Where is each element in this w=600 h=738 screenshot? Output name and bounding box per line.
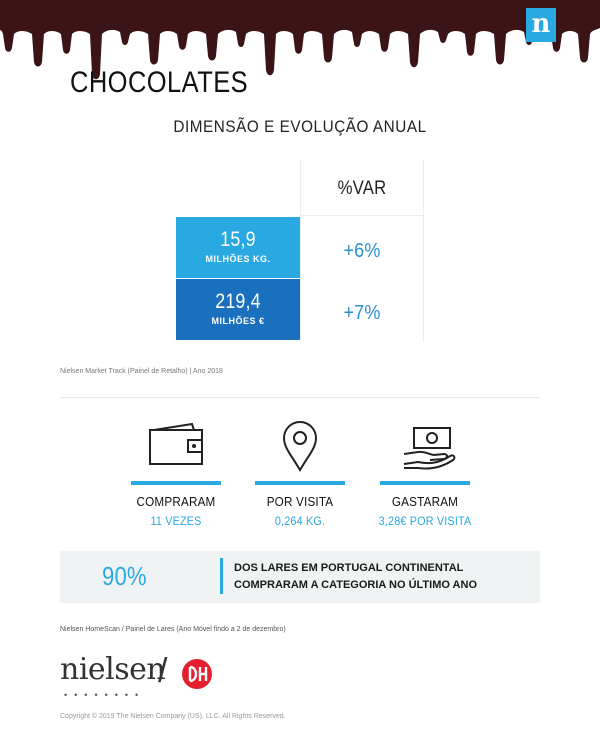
penetration-banner	[60, 551, 540, 603]
nielsen-logo-dots: ••••••••	[64, 690, 146, 700]
penetration-percent: 90%	[102, 561, 147, 591]
value-unit: MILHÕES €	[211, 316, 265, 326]
page-subtitle: DIMENSÃO E EVOLUÇÃO ANUAL	[173, 117, 427, 136]
copyright-notice: Copyright © 2019 The Nielsen Company (US…	[60, 713, 286, 720]
penetration-text-line2: COMPRARAM A CATEGORIA NO ÚLTIMO ANO	[234, 579, 477, 591]
section-divider	[60, 397, 540, 398]
table-grid-line	[423, 160, 424, 342]
value-variation: +7%	[343, 302, 381, 324]
source-note-homescan: Nielsen HomeScan / Painel de Lares (Ano …	[60, 626, 286, 633]
stat-underline	[255, 481, 345, 485]
page-title: CHOCOLATES	[70, 66, 249, 99]
dh-logo-icon	[182, 659, 212, 689]
spend-value: 3,28€ POR VISITA	[378, 514, 472, 528]
volume-box: 15,9 MILHÕES KG.	[176, 217, 300, 278]
stat-underline	[131, 481, 221, 485]
spend-label: GASTARAM	[391, 494, 459, 509]
value-value: 219,4	[215, 290, 261, 313]
hand-money-icon	[403, 427, 456, 470]
volume-value: 15,9	[220, 228, 256, 251]
chocolate-drip-header	[0, 0, 600, 80]
penetration-text-line1: DOS LARES EM PORTUGAL CONTINENTAL	[234, 562, 464, 574]
per-visit-value: 0,264 KG.	[274, 514, 326, 528]
volume-variation: +6%	[343, 240, 381, 262]
nielsen-n-logo: n	[526, 8, 556, 42]
stat-underline	[380, 481, 470, 485]
purchase-frequency-value: 11 VEZES	[150, 514, 202, 528]
per-visit-label: POR VISITA	[266, 494, 334, 509]
logo-separator: /	[158, 652, 168, 690]
volume-unit: MILHÕES KG.	[205, 254, 271, 264]
nielsen-logo: nielsen	[60, 652, 166, 687]
value-box: 219,4 MILHÕES €	[176, 279, 300, 340]
location-pin-icon	[282, 421, 318, 473]
banner-separator	[220, 558, 223, 594]
wallet-icon	[149, 422, 203, 465]
var-column-header: %VAR	[337, 178, 387, 199]
table-grid-line	[300, 215, 424, 216]
source-note-retail: Nielsen Market Track (Painel de Retalho)…	[60, 368, 223, 375]
table-grid-line	[300, 160, 301, 342]
purchase-frequency-label: COMPRARAM	[136, 494, 216, 509]
